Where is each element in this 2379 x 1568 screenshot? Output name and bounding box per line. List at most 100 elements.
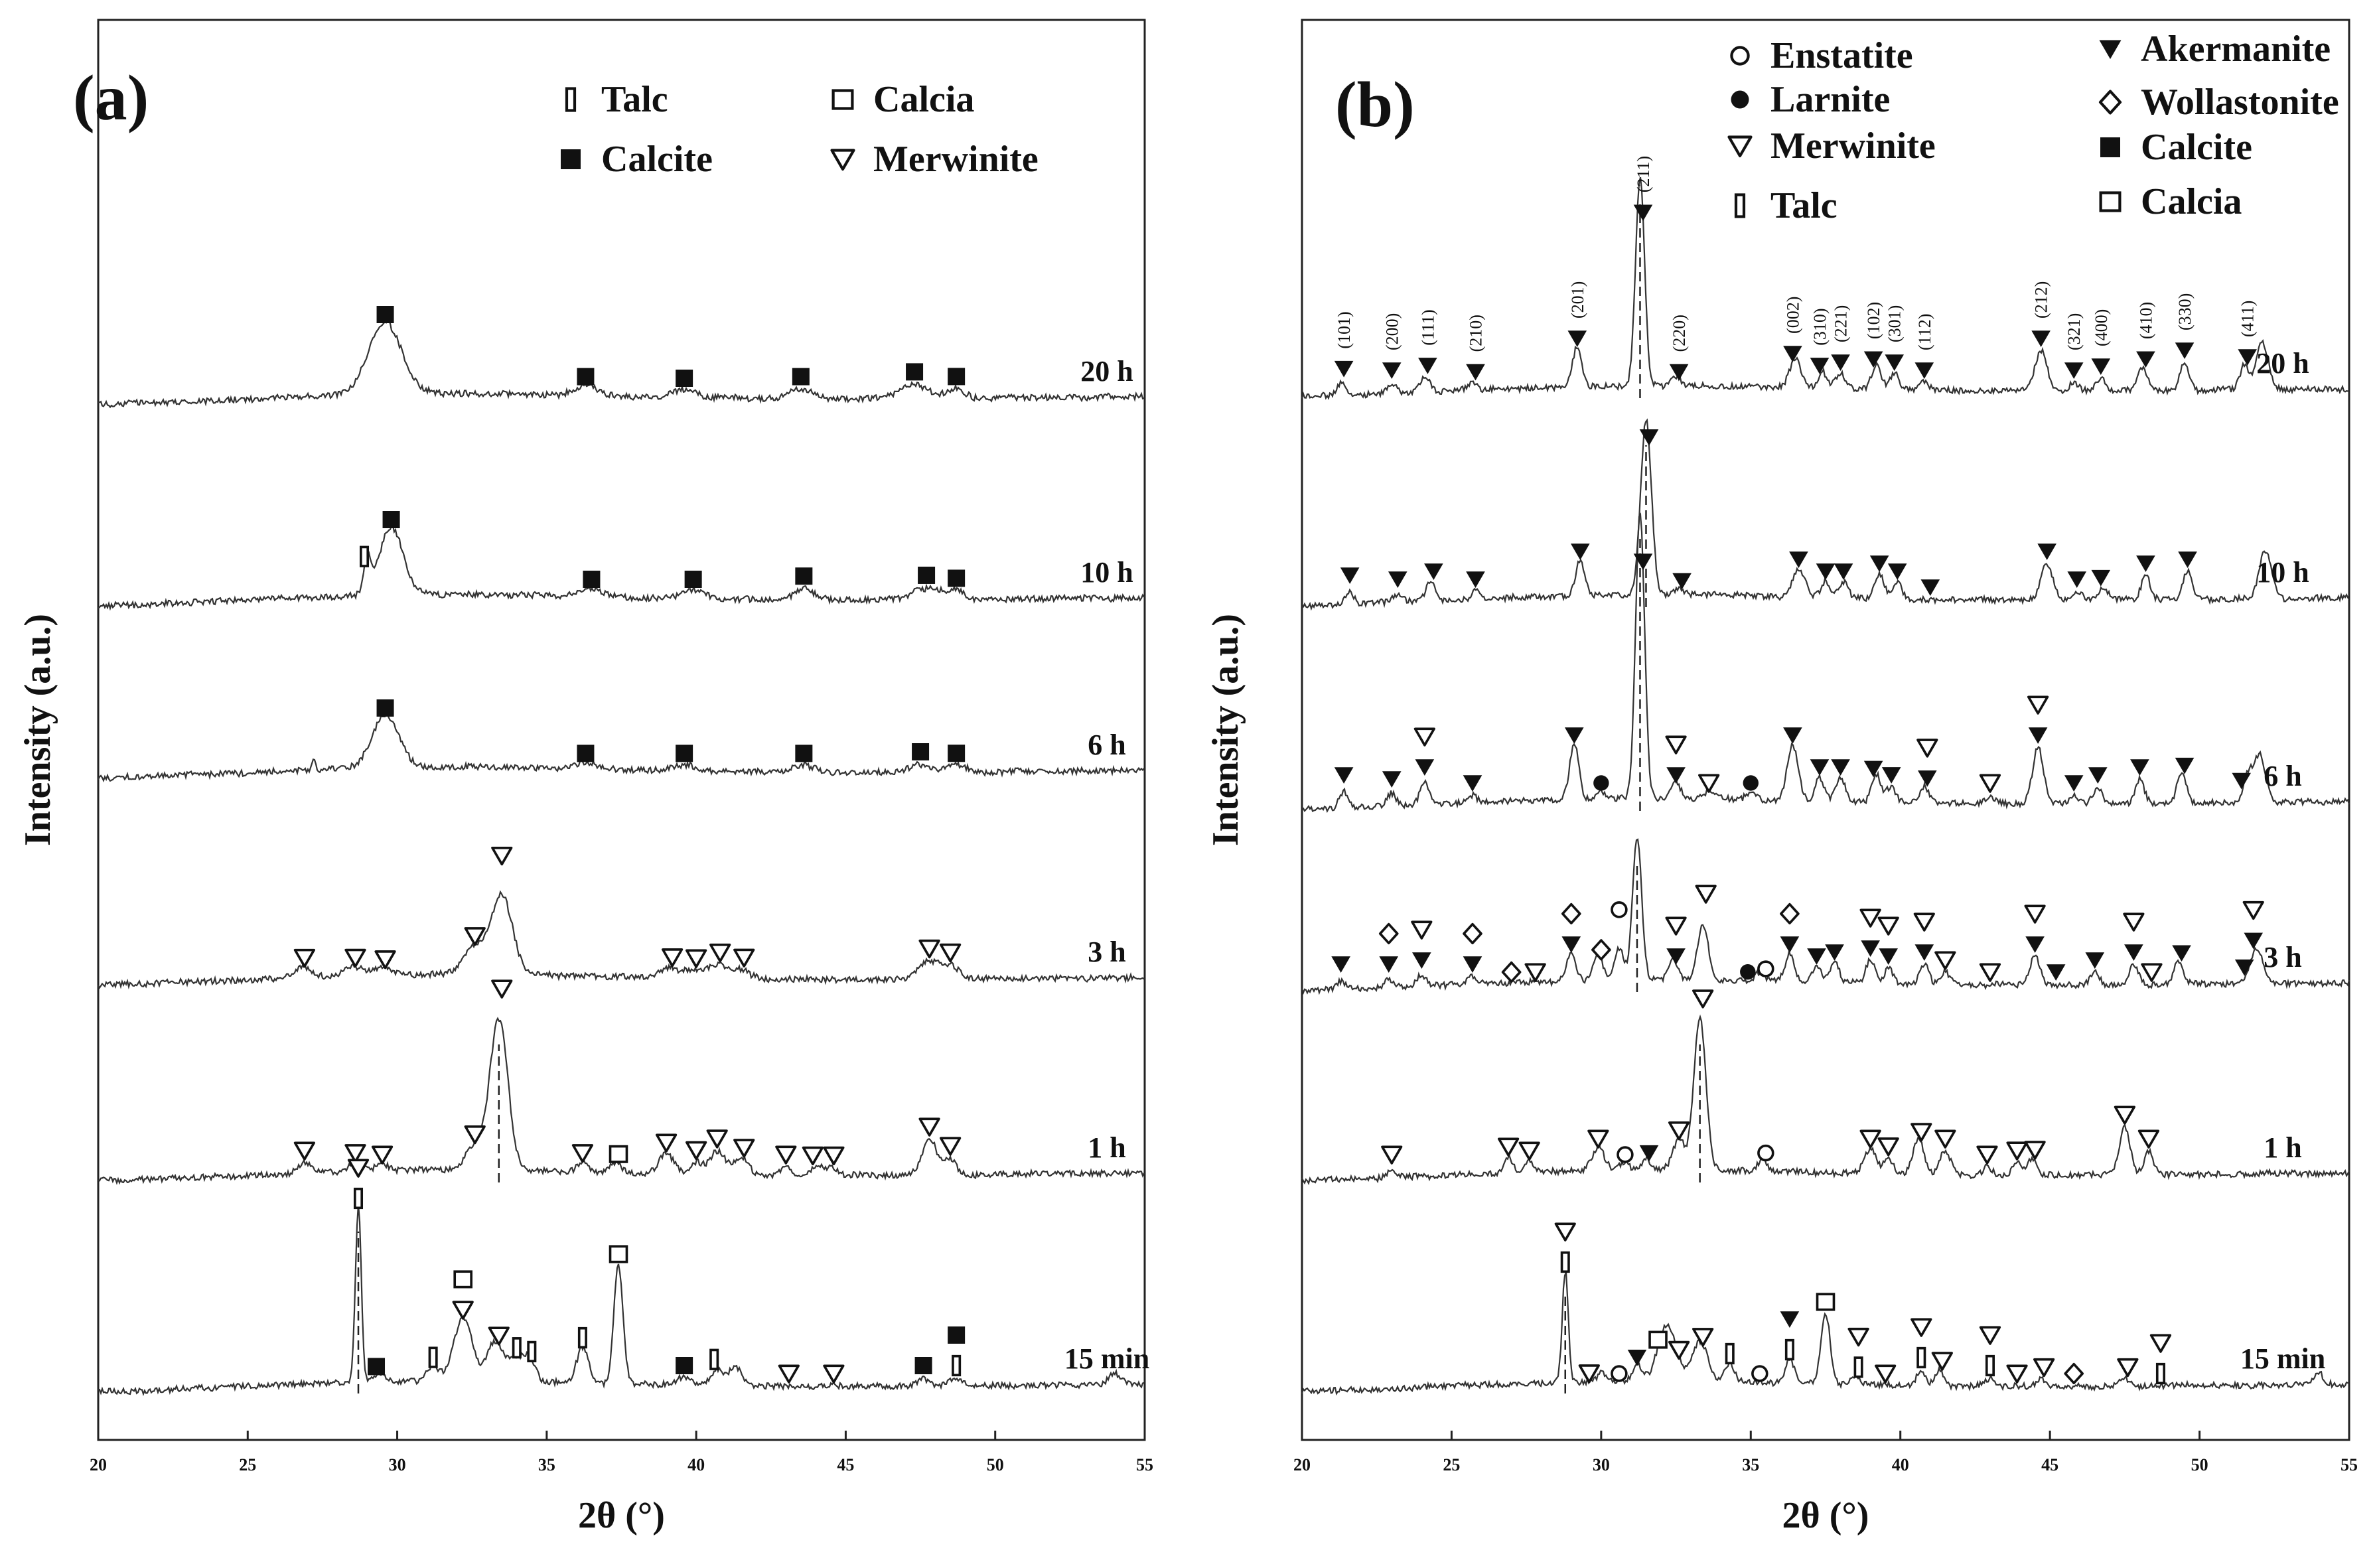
panel-a-calcite-marker [676, 745, 693, 762]
panel-b-hkl-label: (400) [2092, 309, 2111, 346]
panel-b-enstatite-marker [1757, 960, 1774, 977]
panel-b-merwinite-marker [1381, 1145, 1403, 1165]
panel-b-akermanite-marker [1831, 354, 1850, 371]
panel-b-akermanite-marker [1382, 771, 1402, 788]
panel-b-akermanite-marker [1825, 944, 1844, 961]
panel-a-y-axis-title: Intensity (a.u.) [17, 614, 58, 846]
panel-a-merwinite-marker [293, 948, 316, 968]
panel-b-hkl-label: (220) [1670, 315, 1689, 352]
panel-b-merwinite-marker [1695, 885, 1717, 904]
panel-a-calcite-marker [948, 368, 966, 386]
panel-b-akermanite-marker [2136, 351, 2155, 368]
panel-b-akermanite-marker [1463, 775, 1482, 792]
panel-b-merwinite-marker [1875, 1364, 1897, 1384]
panel-b-akermanite-marker [1570, 543, 1590, 560]
panel-b-akermanite-marker [1466, 364, 1485, 381]
panel-a-xtick-label: 55 [1136, 1455, 1153, 1474]
legend-calcia-label: Calcia [873, 79, 974, 120]
legend-akermanite-icon [2099, 40, 2122, 59]
panel-b-hkl-label: (002) [1783, 297, 1802, 334]
panel-b-akermanite-marker [2025, 936, 2045, 953]
panel-a-calcite-marker [577, 745, 595, 762]
panel-b-akermanite-marker [1672, 573, 1692, 590]
panel-b-enstatite-marker [1617, 1146, 1634, 1163]
panel-b-merwinite-marker [1979, 963, 2001, 982]
panel-a-calcite-marker [795, 567, 813, 585]
panel-b-larnite-marker [1743, 775, 1759, 791]
panel-b-merwinite-marker [1665, 916, 1687, 936]
panel-b-hkl-label: (221) [1832, 305, 1851, 342]
panel-b-merwinite-marker [1934, 1129, 1956, 1149]
panel-b-akermanite-marker [1816, 563, 1836, 580]
panel-b-akermanite-marker [2085, 952, 2105, 969]
panel-b-akermanite-marker [1561, 936, 1581, 953]
panel-b-akermanite-marker [1920, 579, 1940, 596]
panel-b-talc-marker [1853, 1356, 1863, 1378]
panel-b-wollastonite-marker [1463, 922, 1482, 945]
legend-calcite-icon [2100, 137, 2120, 157]
panel-b-xtick-label: 20 [1293, 1455, 1311, 1474]
panel-a-calcite-marker [676, 1357, 693, 1374]
panel-b-merwinite-marker [1931, 1352, 1953, 1371]
panel-b-wollastonite-marker [2064, 1362, 2084, 1385]
panel-b-akermanite-marker [1418, 358, 1437, 374]
panel-b-merwinite-marker [2024, 904, 2046, 924]
panel-b-akermanite-marker [1881, 767, 1901, 784]
panel-b-enstatite-marker [1757, 1144, 1774, 1162]
panel-b-pattern-line [1301, 177, 2350, 400]
panel-b-merwinite-marker [1979, 1326, 2001, 1345]
panel-b-hkl-label: (410) [2136, 302, 2155, 339]
panel-a-calcia-marker [453, 1270, 472, 1289]
legend-calcite-icon [561, 149, 581, 169]
panel-b-merwinite-marker [1847, 1327, 1869, 1347]
panel-a-pattern-line [98, 890, 1145, 990]
panel-b-merwinite-marker [2006, 1364, 2028, 1384]
panel-b-hkl-label: (101) [1334, 311, 1354, 348]
panel-b-akermanite-marker [2178, 551, 2197, 568]
panel-a-calcite-marker [676, 370, 693, 387]
panel-a-merwinite-marker [347, 1159, 370, 1178]
panel-a-merwinite-marker [802, 1146, 824, 1166]
panel-a-pattern-line [98, 524, 1145, 611]
panel-b-xtick-label: 30 [1593, 1455, 1610, 1474]
panel-b-wollastonite-marker [1591, 939, 1611, 961]
legend-talc-icon [1734, 193, 1746, 218]
panel-b-akermanite-marker [2234, 959, 2254, 976]
panel-a-xtick-label: 25 [239, 1455, 256, 1474]
panel-b-merwinite-marker [1976, 1145, 1998, 1165]
panel-a-pattern-line [98, 713, 1145, 783]
panel-a-merwinite-marker [488, 1326, 510, 1346]
panel-a-merwinite-marker [709, 943, 731, 963]
panel-a-merwinite-marker [571, 1144, 594, 1163]
panel-b-merwinite-marker [1934, 951, 1956, 970]
panel-a-xtick-label: 50 [987, 1455, 1004, 1474]
panel-b-wollastonite-marker [1378, 922, 1399, 945]
panel-b-talc-marker [1725, 1342, 1735, 1365]
panel-b-merwinite-marker [1524, 963, 1546, 982]
panel-a-time-label: 3 h [1088, 936, 1125, 968]
panel-b-akermanite-marker [2172, 945, 2191, 962]
panel-b-akermanite-marker [1834, 563, 1853, 580]
panel-b-akermanite-marker [1861, 940, 1880, 957]
panel-b-xtick-label: 50 [2191, 1455, 2208, 1474]
panel-a-time-label: 15 min [1064, 1342, 1149, 1375]
panel-a-pattern-line [98, 1204, 1145, 1396]
panel-b-wollastonite-marker [1780, 902, 1800, 925]
panel-a-merwinite-marker [823, 1364, 845, 1384]
panel-b-akermanite-marker [1424, 563, 1443, 580]
panel-b-merwinite-marker [1692, 989, 1714, 1009]
panel-b: 20 25 30 35 40 45 50 55 2θ (°) Intensity (a.u.) (b… [1205, 19, 2358, 1536]
panel-b-xtick-label: 45 [2041, 1455, 2058, 1474]
panel-a-merwinite-marker [464, 1125, 486, 1145]
panel-b-enstatite-marker [1751, 1365, 1768, 1382]
panel-a-merwinite-marker [775, 1145, 797, 1165]
panel-b-merwinite-marker [2141, 963, 2163, 982]
panel-b-akermanite-marker [2028, 727, 2048, 744]
panel-b-time-label: 10 h [2256, 556, 2309, 589]
panel-b-merwinite-marker [2149, 1334, 2172, 1353]
legend-larnite-label: Larnite [1770, 79, 1890, 120]
panel-b-akermanite-marker [1780, 1311, 1800, 1328]
panel-a-xtick-label: 20 [90, 1455, 107, 1474]
panel-b-xtick-label: 25 [1443, 1455, 1460, 1474]
legend-merwinite-icon [830, 149, 855, 171]
